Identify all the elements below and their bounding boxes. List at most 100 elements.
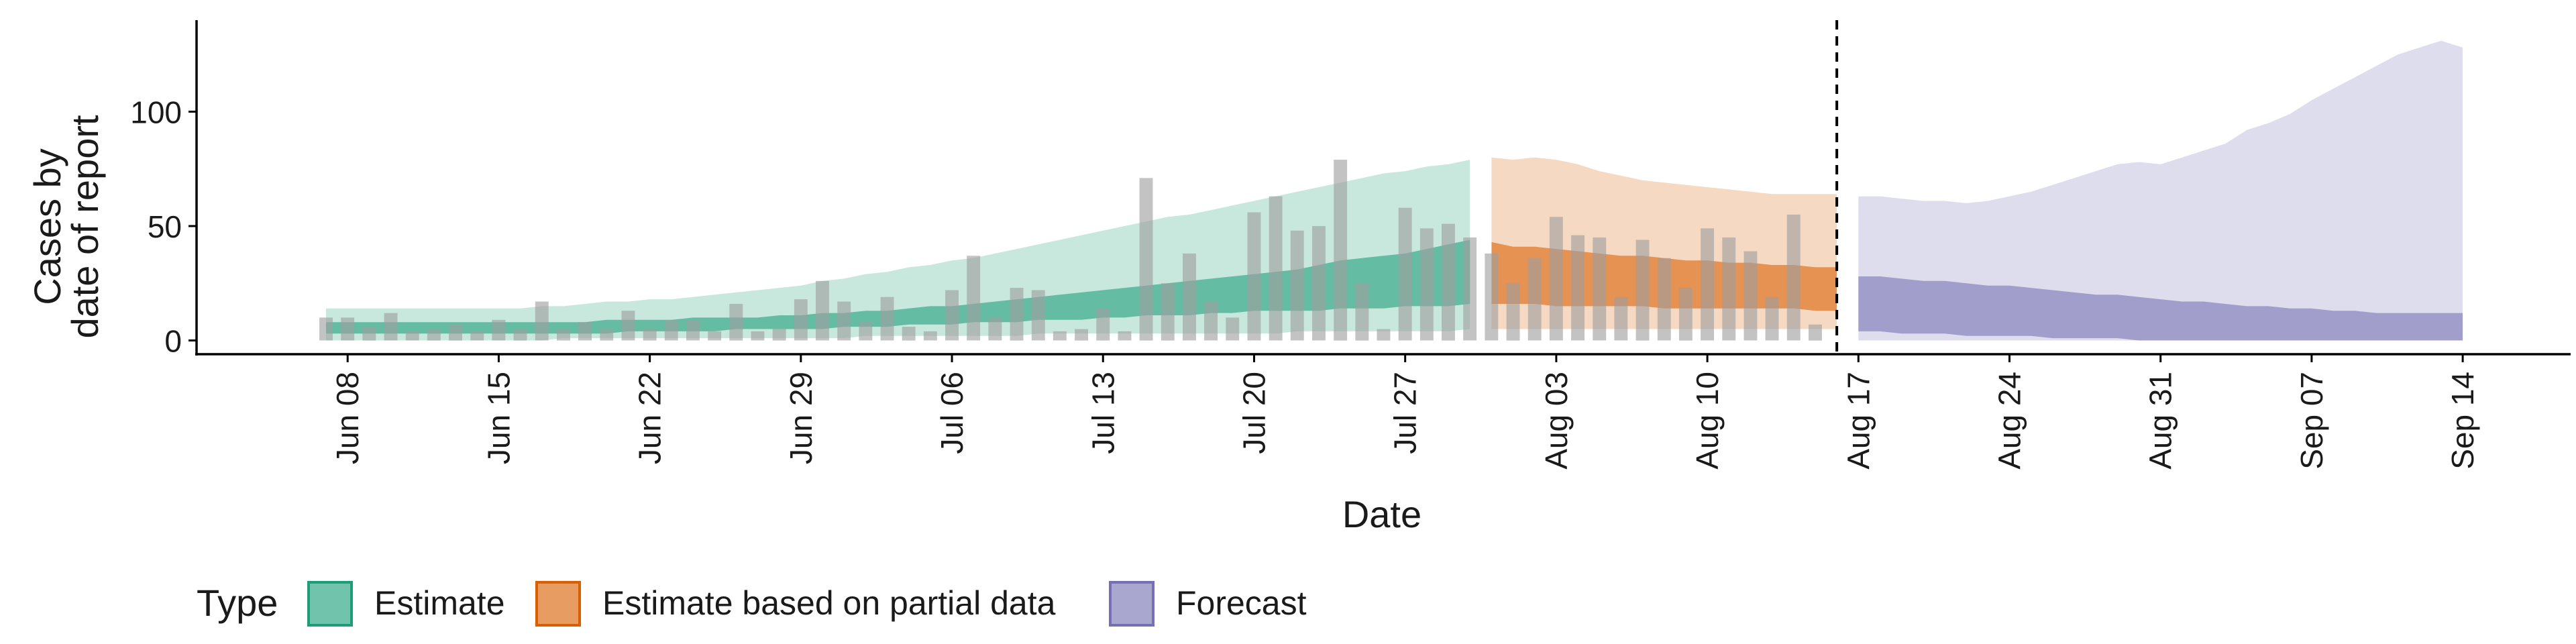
case-bar bbox=[1506, 283, 1520, 341]
case-bar bbox=[1377, 329, 1391, 341]
y-tick-label: 50 bbox=[148, 209, 182, 244]
case-bar bbox=[902, 327, 916, 341]
case-bar bbox=[362, 327, 376, 341]
y-axis-label-line-2: date of report bbox=[64, 115, 106, 339]
x-tick-label: Jun 15 bbox=[481, 372, 516, 464]
x-tick-label: Aug 10 bbox=[1690, 372, 1725, 470]
forecast-inner-band bbox=[1858, 276, 2463, 341]
legend-swatch bbox=[1109, 581, 1155, 627]
legend: Type Estimate Estimate based on partial da… bbox=[197, 581, 1307, 627]
case-bar bbox=[578, 322, 592, 341]
x-tick-label: Jul 20 bbox=[1237, 372, 1272, 454]
case-bar bbox=[1722, 237, 1736, 341]
case-bar bbox=[1010, 288, 1024, 341]
axes: 0 50 100 Jun 08 Jun 15 Jun 22 Jun 29 Jul 06 Jul … bbox=[130, 20, 2571, 470]
forecast-outer-band bbox=[1858, 40, 2463, 341]
case-bar bbox=[1571, 235, 1585, 341]
case-bar bbox=[1786, 214, 1801, 341]
case-bar bbox=[1053, 331, 1067, 341]
legend-swatch bbox=[307, 581, 353, 627]
case-bar bbox=[1485, 253, 1499, 341]
case-bar bbox=[945, 290, 959, 341]
case-bar bbox=[1247, 212, 1261, 341]
x-tick-label: Aug 24 bbox=[1992, 372, 2027, 470]
case-bar bbox=[751, 331, 765, 341]
case-bar bbox=[1139, 178, 1153, 341]
case-bar bbox=[427, 329, 441, 341]
x-tick-label: Jul 13 bbox=[1085, 372, 1120, 454]
case-bar bbox=[1463, 237, 1477, 341]
case-bar bbox=[923, 331, 937, 341]
case-bar bbox=[1809, 324, 1822, 341]
case-bar bbox=[1161, 283, 1175, 341]
x-tick-label: Sep 07 bbox=[2294, 372, 2329, 470]
case-bar bbox=[708, 331, 722, 341]
y-tick-label: 100 bbox=[130, 95, 182, 129]
case-bar bbox=[967, 256, 981, 341]
case-bar bbox=[1312, 226, 1326, 341]
case-bar bbox=[1334, 160, 1348, 341]
legend-label: Estimate based on partial data bbox=[602, 584, 1056, 622]
case-bar bbox=[1442, 223, 1455, 341]
case-bar bbox=[319, 317, 333, 341]
case-bar bbox=[643, 329, 657, 341]
case-bar bbox=[1765, 297, 1779, 341]
legend-label: Forecast bbox=[1176, 584, 1307, 622]
case-bar bbox=[1635, 239, 1650, 341]
x-tick-label: Aug 03 bbox=[1539, 372, 1574, 470]
case-bar bbox=[729, 304, 743, 341]
case-bar bbox=[384, 313, 398, 341]
case-bar bbox=[1614, 297, 1628, 341]
case-bar bbox=[1355, 283, 1369, 341]
case-bar bbox=[1269, 196, 1283, 341]
case-bar bbox=[1593, 237, 1607, 341]
case-bar bbox=[1031, 290, 1045, 341]
case-bar bbox=[1096, 308, 1110, 341]
x-tick-label: Jul 27 bbox=[1388, 372, 1423, 454]
case-bar bbox=[988, 317, 1002, 341]
case-bar bbox=[621, 311, 635, 341]
x-tick-label: Jul 06 bbox=[934, 372, 969, 454]
x-tick-label: Aug 31 bbox=[2143, 372, 2178, 470]
case-bar bbox=[492, 319, 506, 341]
case-bar bbox=[513, 329, 527, 341]
case-bar bbox=[664, 319, 678, 341]
case-bar bbox=[1419, 228, 1434, 341]
x-tick-label: Jun 22 bbox=[633, 372, 667, 464]
plot-area bbox=[319, 20, 2463, 354]
case-bar bbox=[772, 329, 786, 341]
case-bar bbox=[686, 319, 700, 341]
case-bar bbox=[449, 324, 462, 341]
case-bar bbox=[405, 331, 419, 341]
case-bar bbox=[1290, 230, 1304, 341]
case-bar bbox=[1118, 331, 1132, 341]
case-bar bbox=[1204, 301, 1218, 341]
case-bar bbox=[600, 329, 614, 341]
x-tick-label: Jun 08 bbox=[330, 372, 365, 464]
x-axis-label: Date bbox=[1342, 493, 1421, 535]
case-bar bbox=[1549, 217, 1563, 341]
case-bar bbox=[557, 329, 570, 341]
case-bar bbox=[1398, 207, 1412, 341]
x-tick-label: Sep 14 bbox=[2445, 372, 2480, 470]
legend-swatch bbox=[535, 581, 581, 627]
case-bar bbox=[816, 280, 829, 341]
x-tick-label: Jun 29 bbox=[784, 372, 818, 464]
case-bar bbox=[1226, 317, 1240, 341]
case-bar bbox=[1183, 253, 1196, 341]
case-bar bbox=[470, 331, 484, 341]
case-bar bbox=[1075, 329, 1088, 341]
case-bar bbox=[1527, 258, 1542, 341]
y-tick-label: 0 bbox=[164, 324, 182, 359]
case-bar bbox=[1743, 251, 1758, 341]
case-bar bbox=[859, 322, 873, 341]
case-bar bbox=[1678, 288, 1693, 341]
case-bar bbox=[880, 297, 894, 341]
case-bar bbox=[1701, 228, 1714, 341]
case-bar bbox=[794, 299, 808, 341]
y-axis-label-line-1: Cases by bbox=[26, 148, 68, 305]
case-bar bbox=[837, 301, 851, 341]
legend-label: Estimate bbox=[374, 584, 505, 622]
case-bar bbox=[341, 317, 355, 341]
